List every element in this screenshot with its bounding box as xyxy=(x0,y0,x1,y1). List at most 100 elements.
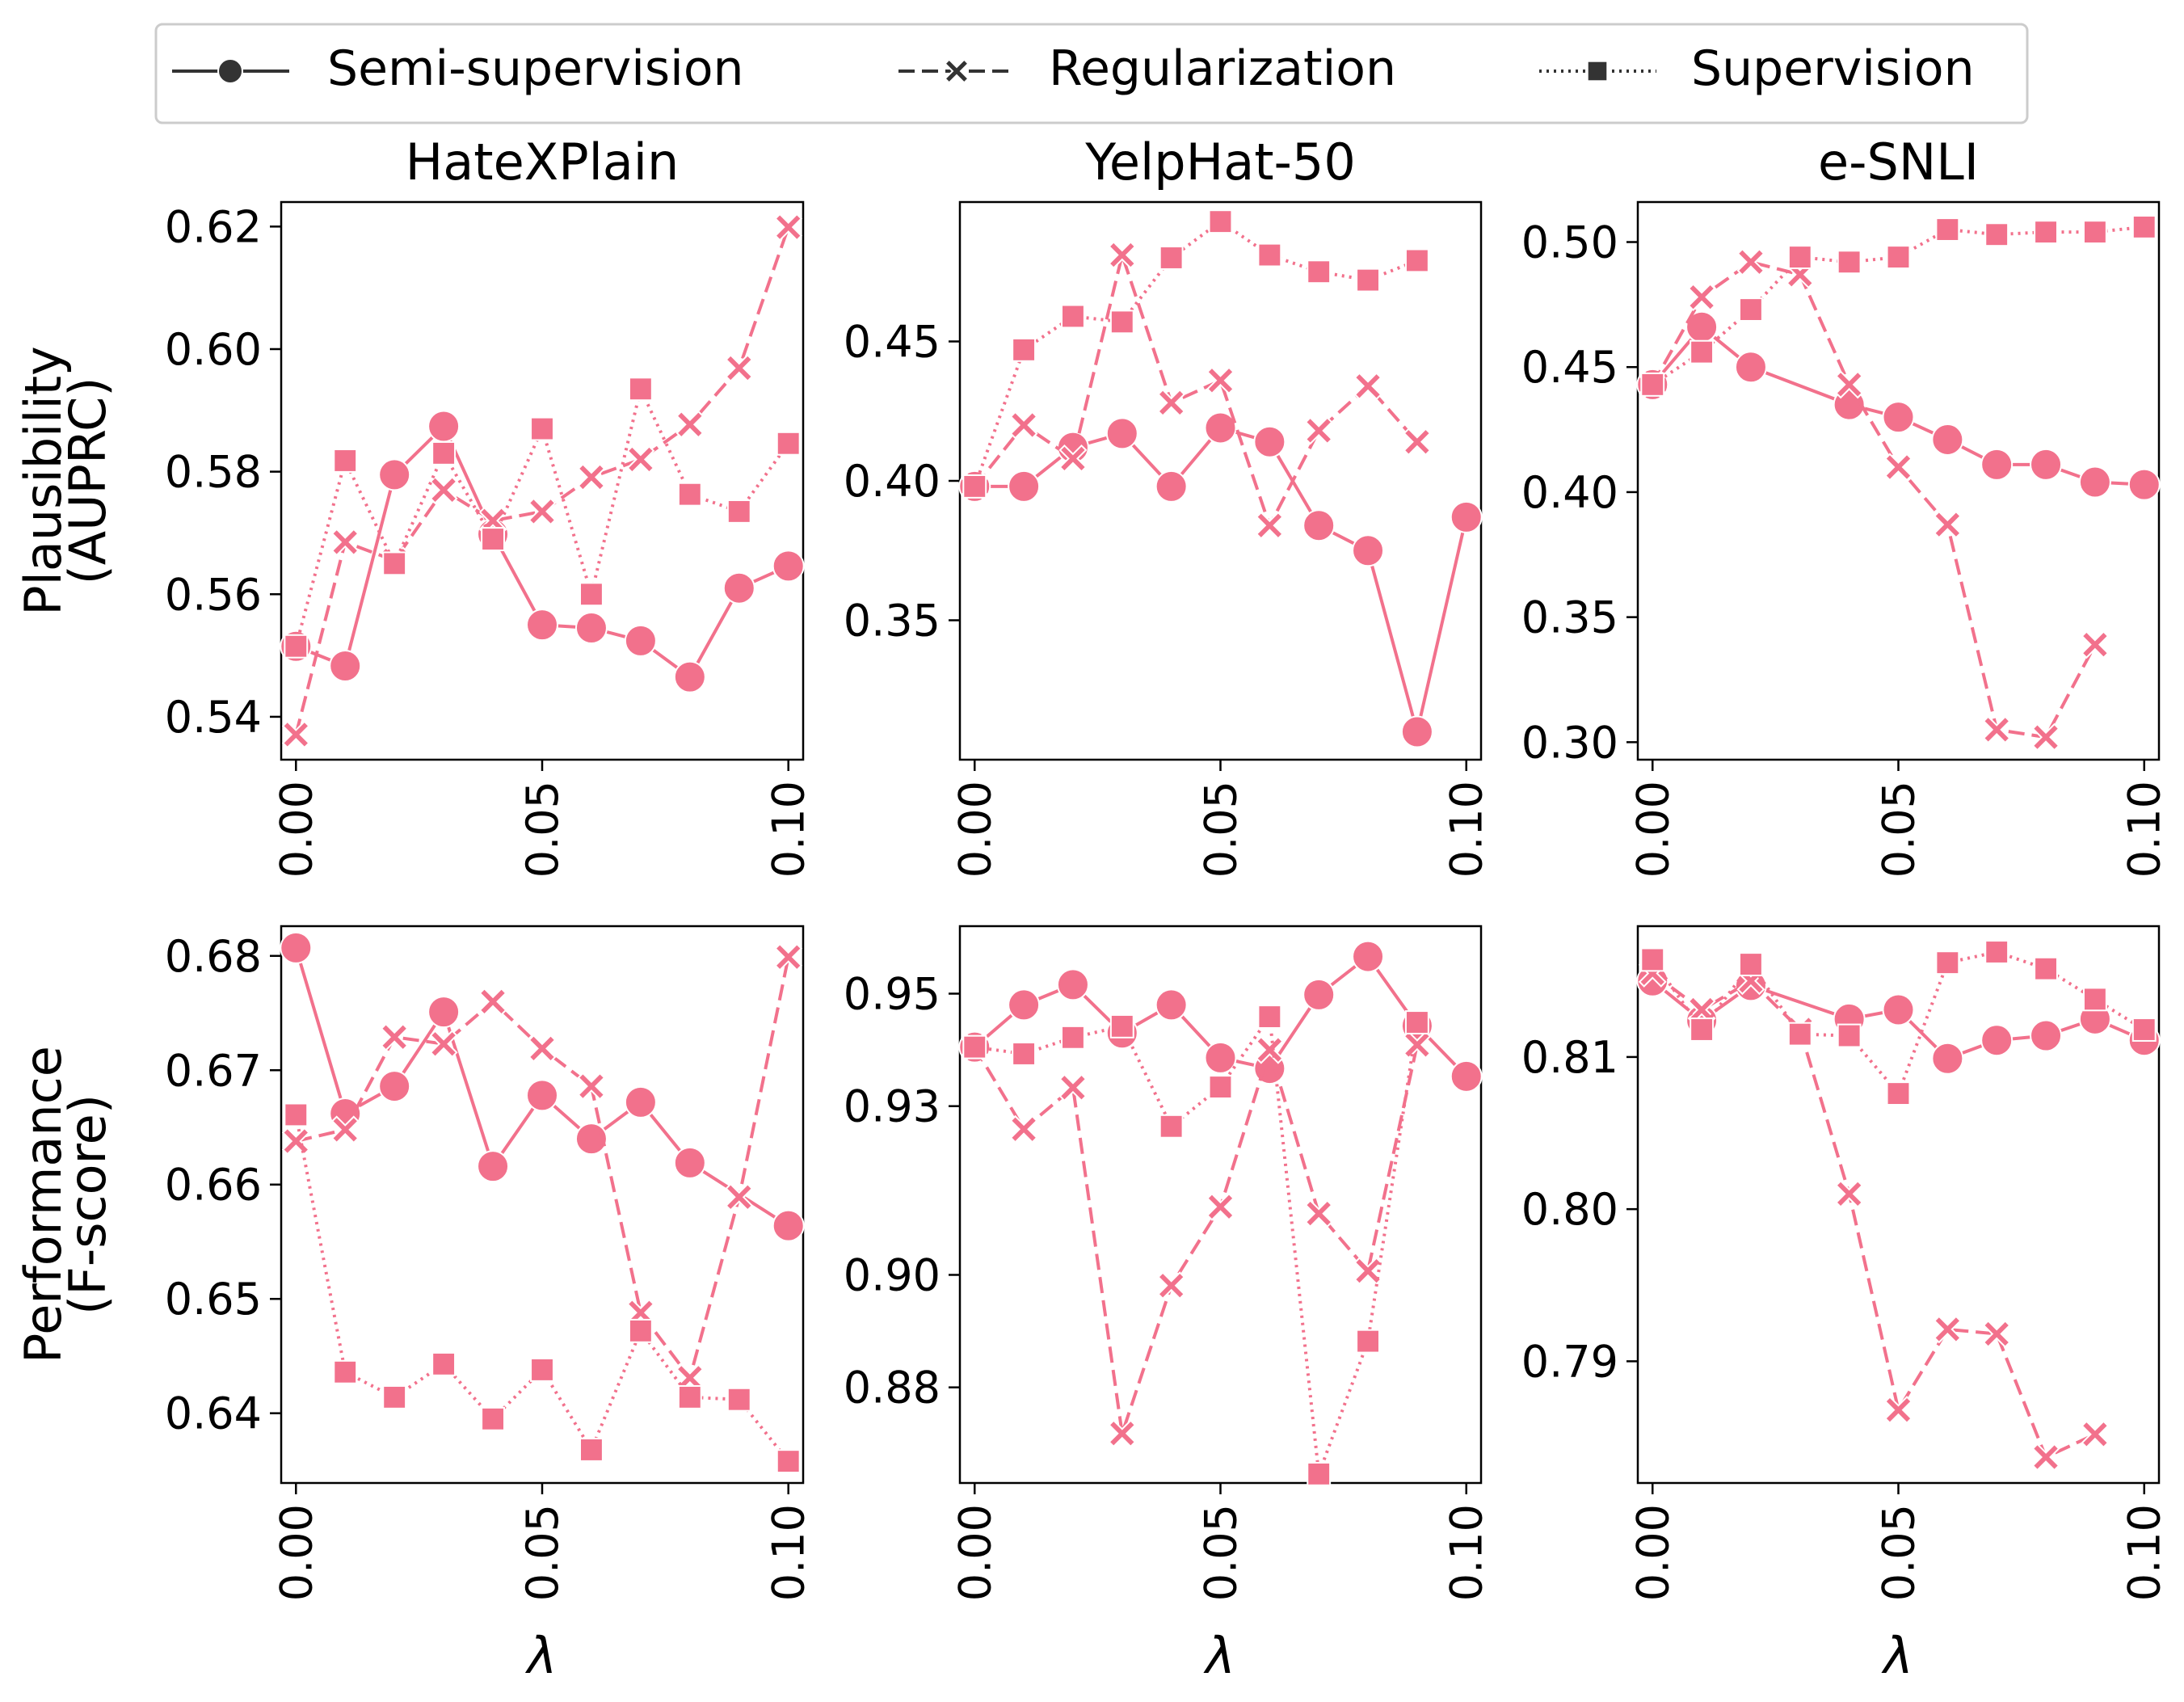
x-tick-label: 0.05 xyxy=(1196,1504,1247,1601)
y-tick-label: 0.68 xyxy=(165,931,262,982)
series-line xyxy=(294,1114,790,1463)
series-line xyxy=(294,947,789,1228)
chart-panel: 0.88 0.90 0.93 0.95 0.00 0.05 0.10 λ xyxy=(844,925,1492,1685)
data-point xyxy=(1159,1114,1184,1139)
data-point xyxy=(675,410,705,439)
data-point xyxy=(1012,337,1037,362)
data-point xyxy=(1984,222,2009,247)
x-tick-label: 0.10 xyxy=(764,781,814,878)
data-point xyxy=(380,1022,409,1051)
data-point xyxy=(1352,940,1385,973)
y-tick-label: 0.45 xyxy=(844,317,941,368)
legend-entry: Supervision xyxy=(1539,40,1975,97)
y-tick-label: 0.62 xyxy=(165,201,262,252)
data-point xyxy=(2034,220,2058,245)
legend: Semi-supervision Regularization Supervisio… xyxy=(154,23,2029,124)
data-point xyxy=(1734,351,1767,384)
data-point xyxy=(579,1438,604,1462)
row-labels: Plausibility(AUPRC) Performance(F-score) xyxy=(14,346,117,1363)
y-tick-label: 0.45 xyxy=(1521,342,1618,393)
y-tick-label: 0.88 xyxy=(844,1363,941,1413)
data-point xyxy=(378,458,411,491)
data-point xyxy=(1982,1320,2011,1348)
data-point xyxy=(962,1034,987,1060)
y-tick-label: 0.64 xyxy=(165,1388,262,1439)
data-point xyxy=(1403,1030,1432,1060)
data-point xyxy=(1884,1396,1913,1425)
legend-frame xyxy=(154,23,2029,124)
data-point xyxy=(382,551,407,576)
y-tick-label: 0.67 xyxy=(165,1045,262,1096)
y-tick-label: 0.93 xyxy=(844,1081,941,1132)
chart-panel: 0.79 0.80 0.81 0.00 0.05 0.10 λ xyxy=(1521,925,2170,1685)
series-line xyxy=(1651,260,2097,739)
data-point xyxy=(1257,242,1282,268)
data-point xyxy=(1012,1042,1037,1066)
x-tick-label: 0.05 xyxy=(1874,781,1925,878)
legend-marker xyxy=(1586,60,1609,82)
data-point xyxy=(429,475,458,504)
data-point xyxy=(1206,366,1235,395)
x-tick-label: 0.05 xyxy=(517,1504,568,1601)
data-point xyxy=(1208,1075,1233,1099)
data-point xyxy=(1935,950,1960,975)
data-point xyxy=(626,1298,655,1327)
data-point xyxy=(528,497,557,526)
data-point xyxy=(1061,304,1085,329)
chart-panel: YelpHat-50 0.35 0.40 0.45 0.00 0.05 0.10 xyxy=(844,133,1492,878)
data-point xyxy=(677,1384,702,1409)
data-point xyxy=(673,1146,706,1179)
data-point xyxy=(677,482,702,507)
y-tick-label: 0.50 xyxy=(1521,217,1618,268)
data-point xyxy=(1204,411,1237,444)
x-tick-label: 0.10 xyxy=(1441,781,1492,878)
data-point xyxy=(772,1209,805,1242)
data-point xyxy=(1105,417,1138,450)
x-tick-label: 0.10 xyxy=(1441,1504,1492,1601)
data-point xyxy=(427,996,461,1029)
y-tick-label: 0.95 xyxy=(844,969,941,1020)
y-tick-label: 0.81 xyxy=(1521,1032,1618,1083)
data-point xyxy=(1640,372,1665,397)
data-point xyxy=(280,931,313,964)
x-tick-label: 0.00 xyxy=(1627,1504,1678,1601)
data-point xyxy=(2082,987,2107,1012)
data-point xyxy=(431,1351,457,1376)
x-tick-label: 0.00 xyxy=(949,1504,1000,1601)
y-tick-label: 0.35 xyxy=(1521,592,1618,643)
data-point xyxy=(1739,952,1763,977)
data-point xyxy=(579,582,604,607)
data-point xyxy=(1206,1192,1235,1221)
data-point xyxy=(1933,1315,1962,1344)
data-point xyxy=(675,1363,705,1392)
series-line xyxy=(973,253,1419,528)
series-group xyxy=(958,411,1483,748)
data-point xyxy=(2081,1420,2110,1449)
data-point xyxy=(1356,1329,1380,1354)
data-point xyxy=(1690,1017,1715,1042)
series-group xyxy=(962,1005,1429,1486)
series-group xyxy=(280,931,805,1242)
panel-title: HateXPlain xyxy=(406,133,680,192)
series-line xyxy=(1651,950,2145,1096)
data-point xyxy=(1687,283,1716,312)
data-point xyxy=(431,440,457,466)
x-tick-label: 0.10 xyxy=(2119,781,2170,878)
data-point xyxy=(2127,468,2161,501)
data-point xyxy=(2131,215,2157,239)
series-group xyxy=(284,377,801,659)
data-point xyxy=(726,1387,751,1412)
x-tick-label: 0.00 xyxy=(271,781,322,878)
data-point xyxy=(1255,511,1284,540)
data-point xyxy=(725,1182,754,1211)
data-point xyxy=(626,445,655,474)
y-tick-label: 0.79 xyxy=(1521,1336,1618,1387)
x-tick-label: 0.00 xyxy=(1627,781,1678,878)
data-point xyxy=(2034,956,2058,981)
data-point xyxy=(1061,1025,1085,1050)
series-line xyxy=(973,1044,1419,1435)
data-point xyxy=(1835,1179,1864,1208)
data-point xyxy=(1159,246,1184,270)
data-point xyxy=(1886,1081,1911,1106)
